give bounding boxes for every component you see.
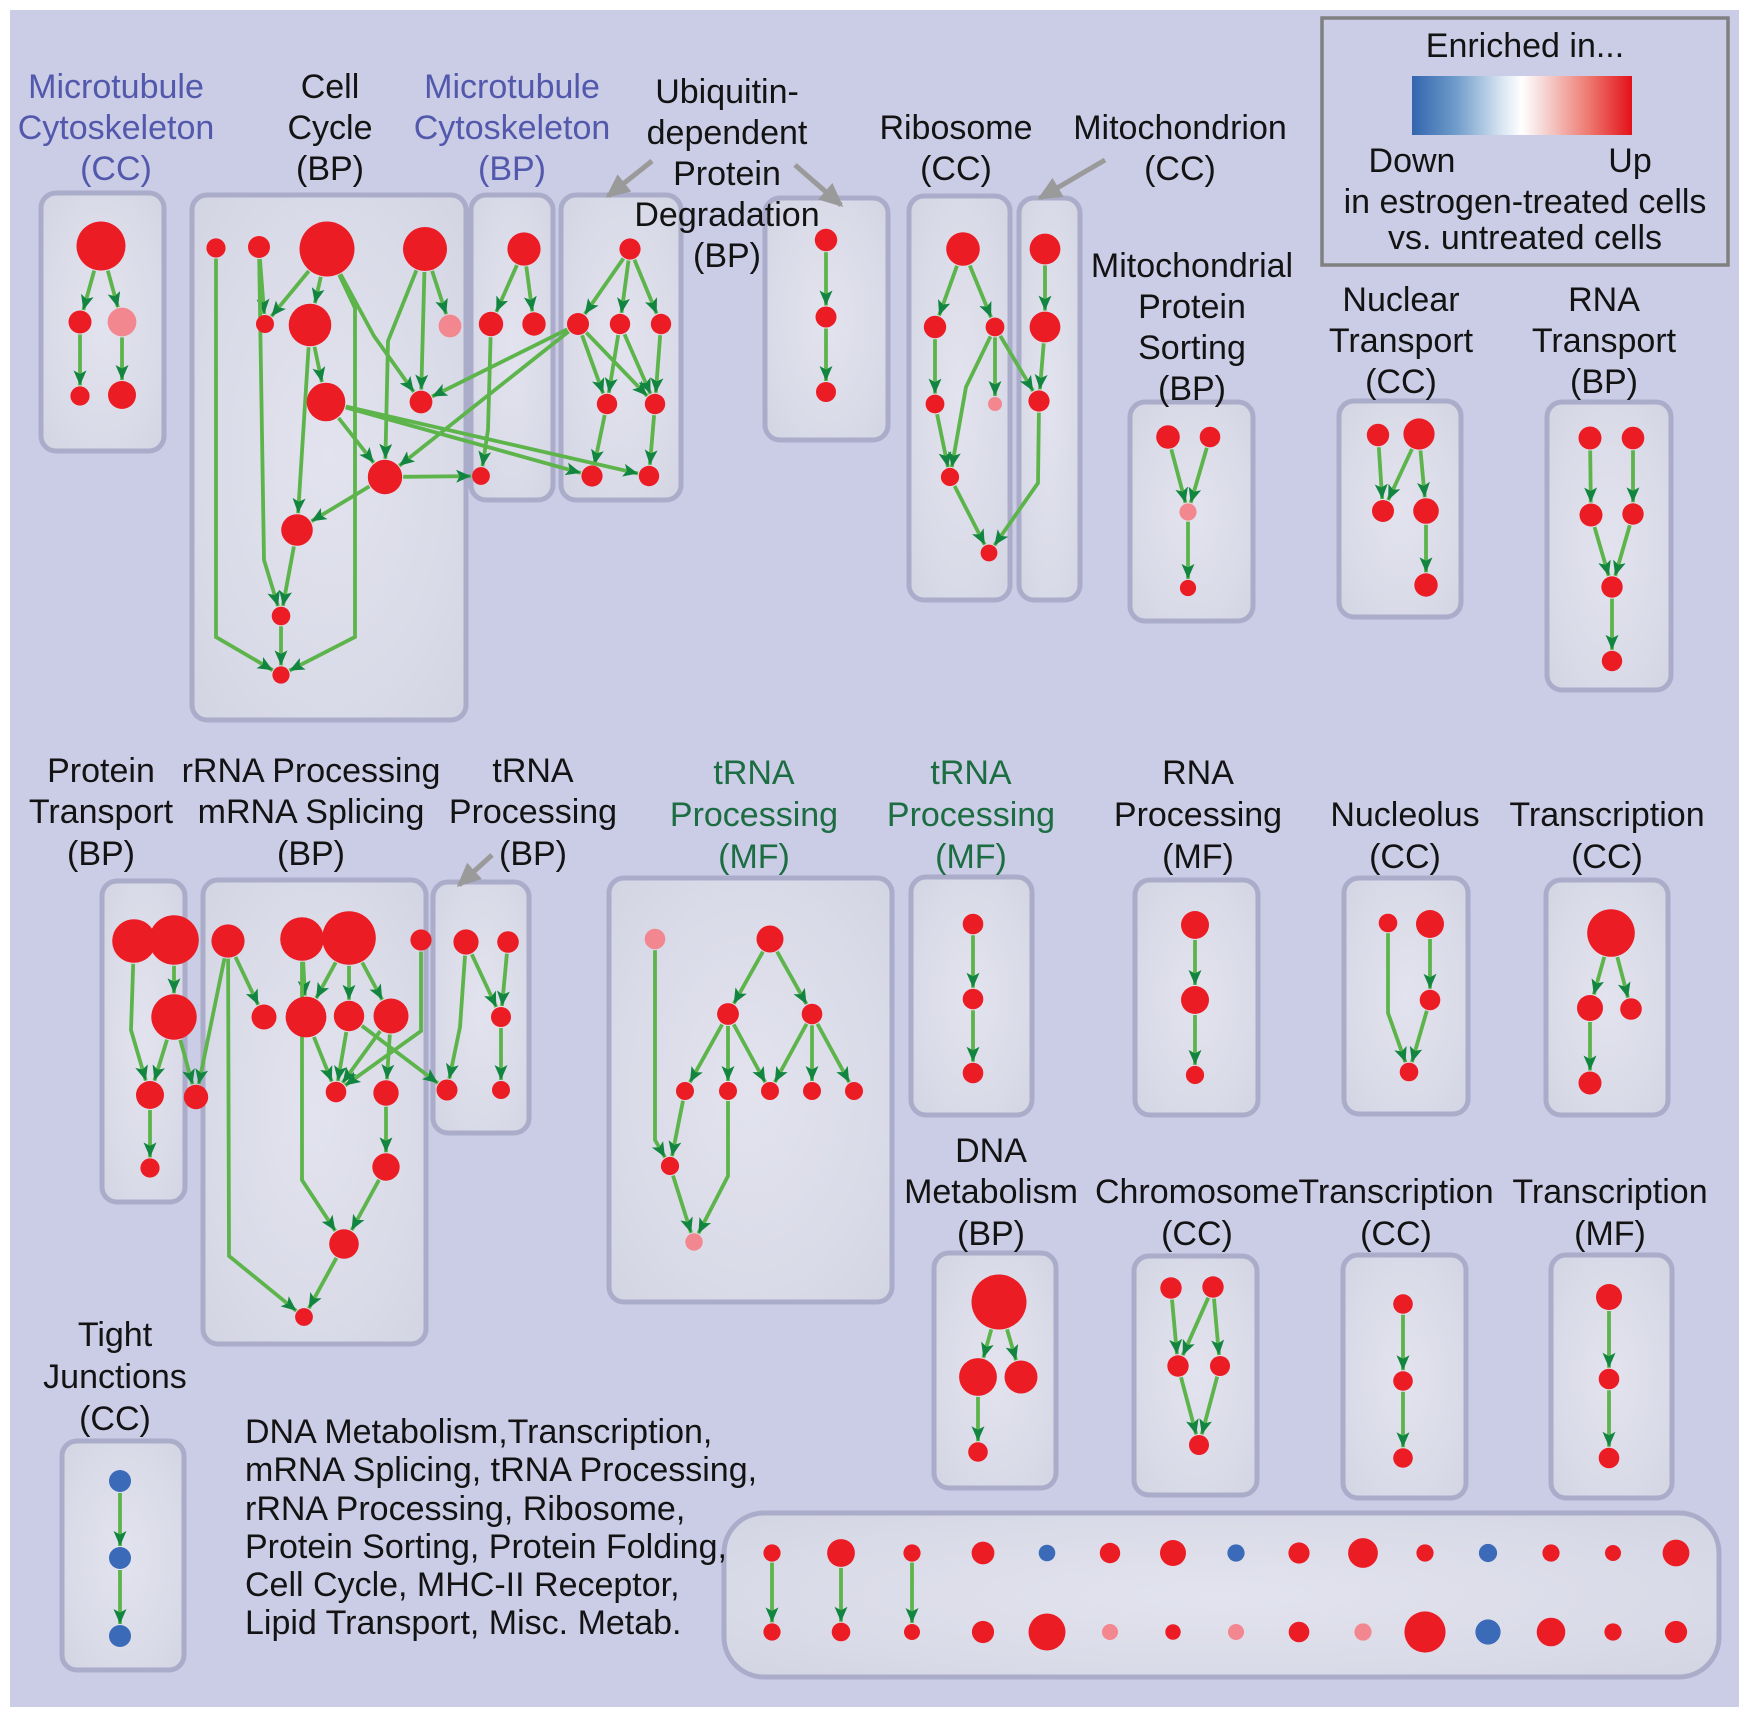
svg-text:in estrogen-treated cells: in estrogen-treated cells (1344, 183, 1707, 221)
svg-text:Protein: Protein (47, 752, 155, 790)
svg-text:Enriched in...: Enriched in... (1426, 27, 1624, 65)
svg-text:Up: Up (1608, 142, 1651, 180)
svg-text:Microtubule: Microtubule (28, 68, 204, 106)
svg-text:Cell Cycle, MHC-II Receptor,: Cell Cycle, MHC-II Receptor, (245, 1566, 680, 1604)
svg-text:Transcription: Transcription (1512, 1173, 1707, 1211)
svg-text:(CC): (CC) (80, 150, 152, 188)
svg-text:tRNA: tRNA (713, 754, 795, 792)
svg-text:vs. untreated cells: vs. untreated cells (1388, 219, 1662, 257)
svg-text:(BP): (BP) (67, 835, 135, 873)
svg-text:Cell: Cell (301, 68, 360, 106)
svg-text:(BP): (BP) (296, 150, 364, 188)
svg-text:(BP): (BP) (277, 835, 345, 873)
svg-text:mRNA Splicing, tRNA Processing: mRNA Splicing, tRNA Processing, (245, 1451, 757, 1489)
svg-text:mRNA Splicing: mRNA Splicing (198, 793, 425, 831)
svg-text:(CC): (CC) (79, 1400, 151, 1438)
svg-text:Chromosome: Chromosome (1095, 1173, 1299, 1211)
svg-text:(CC): (CC) (1365, 363, 1437, 401)
svg-text:(MF): (MF) (1162, 838, 1234, 876)
svg-text:Cytoskeleton: Cytoskeleton (18, 109, 215, 147)
svg-text:Transport: Transport (1532, 322, 1677, 360)
svg-text:Down: Down (1369, 142, 1456, 180)
svg-text:Transport: Transport (1329, 322, 1474, 360)
svg-text:Degradation: Degradation (634, 196, 819, 234)
svg-text:Mitochondrial: Mitochondrial (1091, 247, 1293, 285)
svg-text:Transcription: Transcription (1509, 796, 1704, 834)
svg-text:Processing: Processing (887, 796, 1055, 834)
svg-text:Junctions: Junctions (43, 1358, 187, 1396)
svg-text:Protein: Protein (1138, 288, 1246, 326)
svg-text:(CC): (CC) (1161, 1215, 1233, 1253)
svg-text:Transcription: Transcription (1298, 1173, 1493, 1211)
svg-text:(BP): (BP) (499, 835, 567, 873)
svg-text:dependent: dependent (647, 114, 808, 152)
svg-text:(MF): (MF) (1574, 1215, 1646, 1253)
svg-text:DNA: DNA (955, 1132, 1027, 1170)
svg-text:Nuclear: Nuclear (1342, 281, 1459, 319)
svg-text:(CC): (CC) (1144, 150, 1216, 188)
svg-text:Metabolism: Metabolism (904, 1173, 1078, 1211)
svg-text:Protein: Protein (673, 155, 781, 193)
svg-text:(BP): (BP) (478, 150, 546, 188)
svg-text:(MF): (MF) (718, 838, 790, 876)
svg-text:Cytoskeleton: Cytoskeleton (414, 109, 611, 147)
svg-text:Nucleolus: Nucleolus (1330, 796, 1479, 834)
svg-text:Microtubule: Microtubule (424, 68, 600, 106)
svg-text:Mitochondrion: Mitochondrion (1073, 109, 1287, 147)
svg-text:(CC): (CC) (920, 150, 992, 188)
svg-text:Sorting: Sorting (1138, 329, 1246, 367)
svg-text:tRNA: tRNA (930, 754, 1012, 792)
svg-text:Ubiquitin-: Ubiquitin- (655, 73, 799, 111)
svg-text:(CC): (CC) (1571, 838, 1643, 876)
svg-text:Tight: Tight (78, 1316, 153, 1354)
svg-text:tRNA: tRNA (492, 752, 574, 790)
svg-text:Lipid Transport, Misc. Metab.: Lipid Transport, Misc. Metab. (245, 1604, 682, 1642)
svg-text:(CC): (CC) (1360, 1215, 1432, 1253)
svg-text:(BP): (BP) (1158, 370, 1226, 408)
svg-text:Transport: Transport (29, 793, 174, 831)
svg-text:Ribosome: Ribosome (879, 109, 1032, 147)
svg-text:(CC): (CC) (1369, 838, 1441, 876)
svg-text:Processing: Processing (670, 796, 838, 834)
svg-text:(BP): (BP) (693, 237, 761, 275)
svg-text:Cycle: Cycle (287, 109, 372, 147)
svg-text:Processing: Processing (449, 793, 617, 831)
svg-text:DNA Metabolism,Transcription,: DNA Metabolism,Transcription, (245, 1413, 712, 1451)
svg-text:rRNA Processing: rRNA Processing (182, 752, 441, 790)
svg-text:rRNA Processing, Ribosome,: rRNA Processing, Ribosome, (245, 1490, 685, 1528)
svg-text:Protein Sorting, Protein Foldi: Protein Sorting, Protein Folding, (245, 1528, 727, 1566)
svg-text:Processing: Processing (1114, 796, 1282, 834)
svg-text:(BP): (BP) (1570, 363, 1638, 401)
svg-text:RNA: RNA (1162, 754, 1234, 792)
svg-text:(BP): (BP) (957, 1215, 1025, 1253)
svg-text:RNA: RNA (1568, 281, 1640, 319)
svg-text:(MF): (MF) (935, 838, 1007, 876)
